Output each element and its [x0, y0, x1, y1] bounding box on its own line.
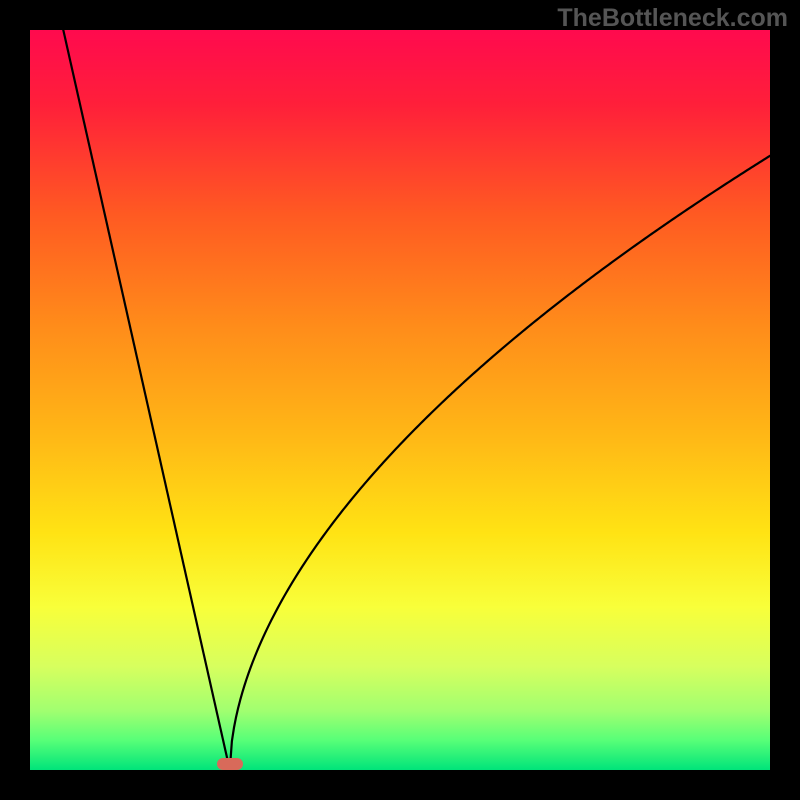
- minimum-marker: [217, 758, 243, 770]
- curve-path: [63, 30, 770, 770]
- bottleneck-curve: [30, 30, 770, 770]
- watermark-text: TheBottleneck.com: [557, 4, 788, 33]
- chart-container: TheBottleneck.com: [0, 0, 800, 800]
- plot-area: [30, 30, 770, 770]
